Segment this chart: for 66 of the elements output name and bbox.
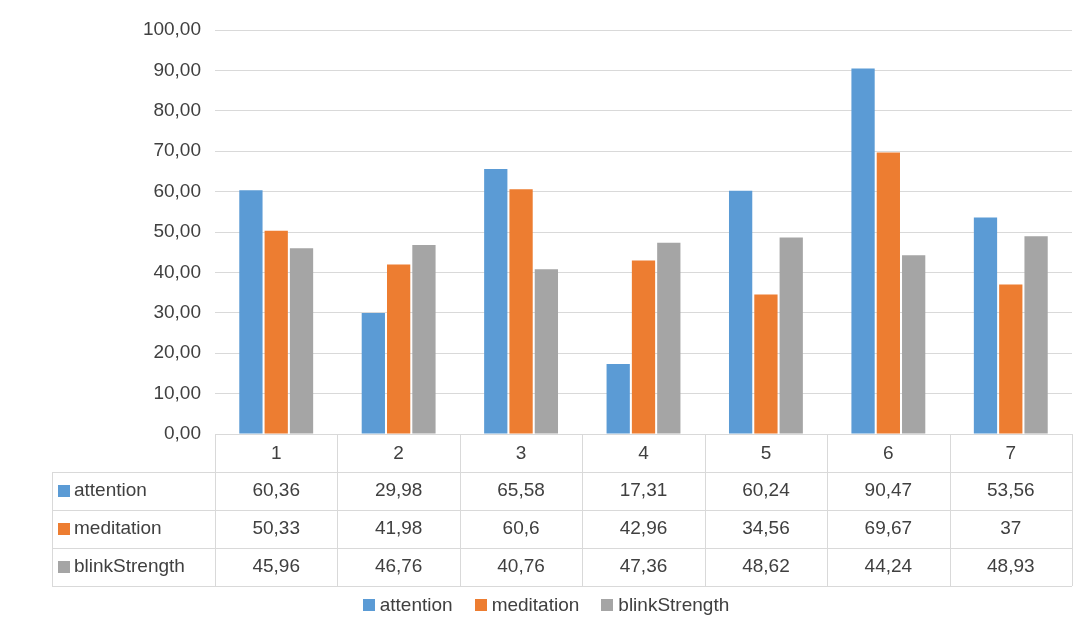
data-label: 69,67 xyxy=(864,517,913,539)
data-label: 34,56 xyxy=(742,517,790,539)
bar xyxy=(779,237,803,434)
bar xyxy=(728,190,753,434)
data-label: 60,36 xyxy=(252,479,300,501)
bar xyxy=(361,312,385,434)
text: blinkStrength xyxy=(74,555,185,577)
data-label: 48,93 xyxy=(987,555,1035,577)
data-label: 29,98 xyxy=(374,479,423,501)
y-tick-label: 30,00 xyxy=(153,301,201,323)
text: attention xyxy=(379,594,453,615)
bar xyxy=(289,248,314,434)
y-tick-label: 0,00 xyxy=(164,422,201,444)
data-label: 90,47 xyxy=(864,479,913,501)
data-label: 46,76 xyxy=(374,555,423,577)
bar xyxy=(606,364,630,434)
y-tick-label: 80,00 xyxy=(153,99,201,121)
bar xyxy=(851,68,875,434)
bar xyxy=(876,152,900,434)
y-tick-label: 100,00 xyxy=(142,18,201,40)
data-label: 60,24 xyxy=(742,479,791,501)
data-label: 37 xyxy=(1000,517,1022,539)
data-label: 65,58 xyxy=(497,479,545,501)
data-label: 53,56 xyxy=(987,479,1035,501)
x-tick-label: 1 xyxy=(270,441,282,463)
bar xyxy=(412,245,436,434)
legend-label: attention xyxy=(74,479,147,501)
bar xyxy=(264,230,288,434)
data-label: 45,96 xyxy=(252,555,300,577)
y-tick-label: 40,00 xyxy=(153,260,201,282)
x-tick-label: 2 xyxy=(393,441,404,463)
bar xyxy=(754,294,778,434)
legend-label: blinkStrength xyxy=(618,594,730,616)
bar xyxy=(973,217,998,434)
text: meditation xyxy=(491,594,580,615)
bar xyxy=(484,169,508,434)
data-label: 41,98 xyxy=(374,517,423,539)
bar xyxy=(657,242,681,434)
legend-label: meditation xyxy=(74,517,162,539)
bar xyxy=(509,189,533,434)
data-label: 47,36 xyxy=(619,555,668,577)
data-label: 42,96 xyxy=(619,517,668,539)
data-label: 44,24 xyxy=(864,555,913,577)
y-tick-label: 70,00 xyxy=(153,139,201,161)
data-label: 40,76 xyxy=(497,555,545,577)
x-tick-label: 6 xyxy=(883,441,894,463)
data-label: 48,62 xyxy=(742,555,790,577)
bar xyxy=(387,264,411,434)
data-label: 60,6 xyxy=(502,517,540,539)
y-tick-label: 20,00 xyxy=(153,341,201,363)
y-tick-label: 90,00 xyxy=(153,58,201,80)
x-tick-label: 7 xyxy=(1005,441,1017,463)
x-tick-label: 4 xyxy=(638,441,650,463)
x-tick-label: 5 xyxy=(760,441,772,463)
x-tick-label: 3 xyxy=(515,441,527,463)
bar xyxy=(534,269,559,434)
bar xyxy=(239,190,263,434)
bar xyxy=(631,260,656,434)
data-label: 17,31 xyxy=(619,479,668,501)
bar xyxy=(999,284,1023,434)
bar xyxy=(902,255,926,434)
y-tick-label: 10,00 xyxy=(153,381,201,403)
data-label: 50,33 xyxy=(252,517,300,539)
bar xyxy=(1024,236,1048,434)
y-tick-label: 50,00 xyxy=(153,220,201,242)
y-tick-label: 60,00 xyxy=(153,179,201,201)
